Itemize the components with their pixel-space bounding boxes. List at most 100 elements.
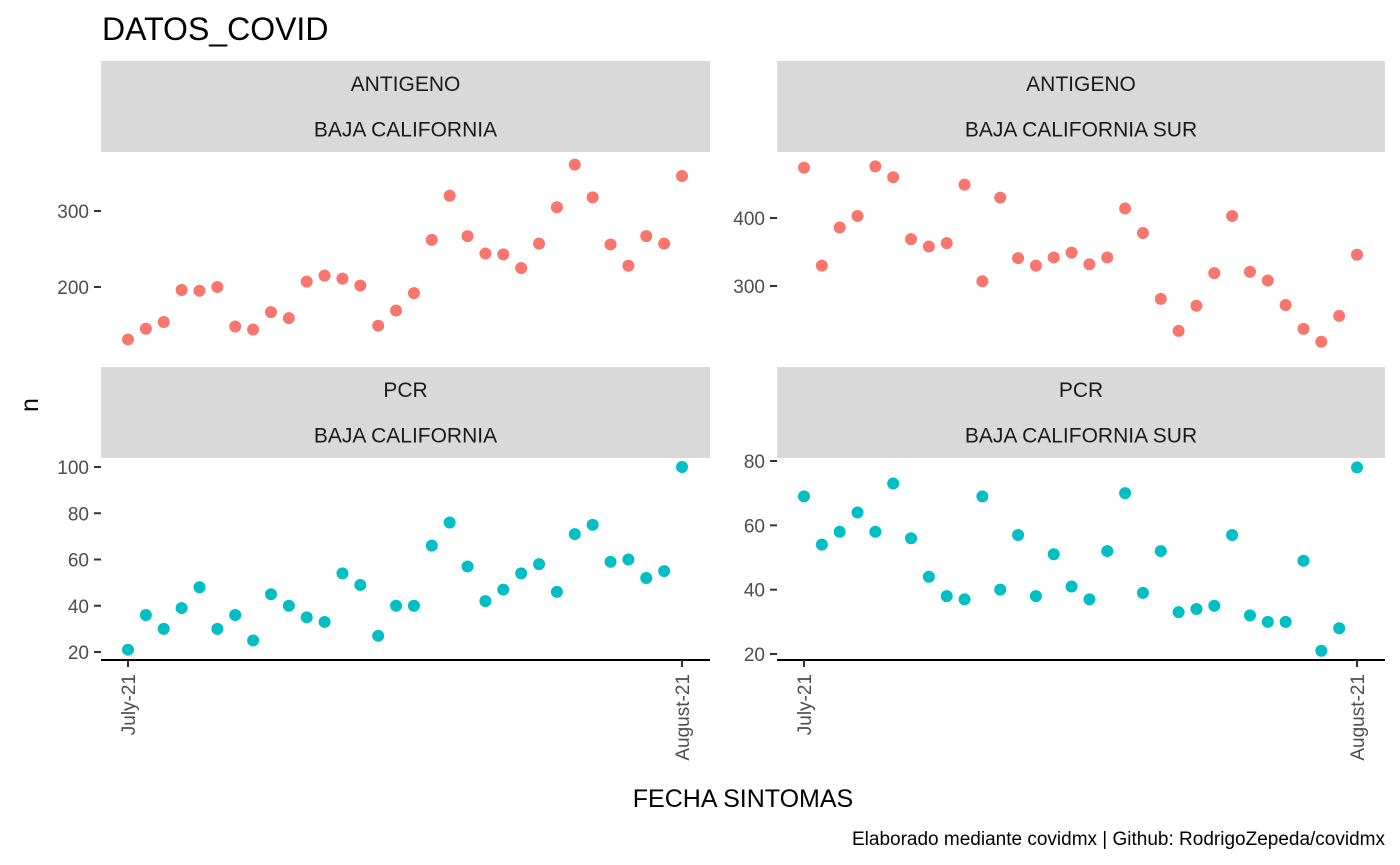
- data-point: [443, 189, 456, 202]
- data-point: [958, 593, 971, 606]
- y-tick-label: 40: [744, 581, 765, 602]
- data-point: [497, 583, 510, 596]
- data-point: [833, 221, 846, 234]
- data-point: [905, 233, 918, 246]
- data-point: [1190, 602, 1203, 615]
- data-point: [851, 506, 864, 519]
- data-point: [211, 281, 224, 293]
- data-point: [157, 622, 170, 635]
- data-point: [869, 525, 882, 538]
- data-point: [354, 279, 367, 292]
- data-point: [1261, 274, 1274, 287]
- facet-panel: PCR BAJA CALIFORNIA SUR 20 40 60 80 July-21 Aug…: [744, 367, 1385, 761]
- data-point: [461, 560, 474, 573]
- y-tick-label: 40: [68, 597, 89, 618]
- data-point: [1315, 335, 1328, 348]
- data-point: [568, 528, 581, 541]
- data-point: [1279, 615, 1292, 628]
- data-point: [976, 490, 989, 503]
- facet-strip: [777, 367, 1385, 413]
- data-point: [869, 160, 882, 173]
- data-point: [658, 565, 671, 578]
- data-point: [443, 516, 456, 529]
- data-point: [336, 567, 349, 580]
- data-point: [122, 333, 134, 346]
- data-point: [390, 599, 403, 612]
- chart-caption: Elaborado mediante covidmx | Github: Rod…: [852, 829, 1385, 850]
- data-point: [139, 322, 152, 335]
- data-point: [1351, 461, 1363, 474]
- y-tick-label: 300: [57, 202, 89, 223]
- data-point: [1297, 554, 1310, 567]
- data-point: [336, 272, 349, 285]
- data-point: [461, 230, 474, 243]
- chart-title: DATOS_COVID: [102, 11, 328, 47]
- data-point: [922, 570, 935, 583]
- y-tick-label: 80: [744, 452, 765, 473]
- data-point: [479, 247, 492, 260]
- data-point: [851, 209, 864, 222]
- data-point: [1154, 545, 1167, 558]
- data-point: [550, 585, 563, 598]
- data-point: [586, 518, 599, 531]
- data-point: [604, 555, 617, 568]
- facet-strip: [777, 61, 1385, 107]
- data-point: [497, 248, 510, 261]
- data-point: [976, 275, 989, 288]
- data-point: [1351, 248, 1363, 261]
- data-point: [922, 240, 935, 253]
- data-point: [815, 259, 828, 272]
- data-point: [1208, 267, 1221, 280]
- y-tick-label: 300: [733, 277, 765, 298]
- data-point: [157, 315, 170, 328]
- data-point: [1226, 209, 1239, 222]
- data-point: [1208, 599, 1221, 612]
- data-point: [1047, 251, 1060, 264]
- data-point: [1136, 226, 1149, 239]
- data-point: [1065, 580, 1078, 593]
- facet-strip-label: BAJA CALIFORNIA SUR: [965, 424, 1197, 447]
- y-axis-title: n: [16, 398, 44, 412]
- data-point: [193, 284, 206, 297]
- y-tick-label: 20: [68, 643, 89, 664]
- facet-strip-label: PCR: [1059, 379, 1103, 402]
- data-point: [282, 599, 295, 612]
- y-tick-label: 20: [744, 645, 765, 666]
- data-point: [905, 532, 918, 545]
- data-point: [1012, 528, 1025, 541]
- data-point: [1101, 251, 1114, 264]
- data-point: [887, 171, 900, 184]
- data-point: [139, 609, 152, 621]
- data-point: [1172, 324, 1185, 337]
- data-point: [425, 539, 438, 552]
- x-tick-label: July-21: [795, 674, 816, 735]
- facet-strip-label: ANTIGENO: [351, 73, 461, 96]
- facet-strip: [101, 106, 710, 152]
- data-point: [940, 237, 953, 250]
- data-point: [122, 643, 134, 656]
- data-point: [958, 178, 971, 191]
- data-point: [300, 611, 313, 624]
- data-point: [658, 237, 671, 250]
- data-point: [211, 622, 224, 635]
- facet-strip: [101, 367, 710, 413]
- data-point: [1065, 246, 1078, 259]
- data-point: [586, 191, 599, 204]
- data-point: [1172, 606, 1185, 619]
- data-point: [1029, 590, 1042, 603]
- facet-panel: PCR BAJA CALIFORNIA 20 40 60 80 100 July-21 Augu…: [57, 367, 710, 761]
- data-point: [1243, 265, 1256, 278]
- data-point: [1333, 309, 1346, 322]
- x-tick-label: August-21: [673, 674, 694, 761]
- x-tick-label: August-21: [1348, 674, 1369, 761]
- y-tick-label: 80: [68, 504, 89, 525]
- data-point: [1101, 545, 1114, 558]
- data-point: [833, 525, 846, 538]
- data-point: [798, 490, 810, 503]
- data-point: [407, 599, 420, 612]
- data-point: [479, 595, 492, 608]
- y-tick-label: 400: [733, 209, 765, 230]
- data-point: [264, 306, 277, 319]
- data-point: [1315, 644, 1328, 657]
- data-point: [815, 538, 828, 551]
